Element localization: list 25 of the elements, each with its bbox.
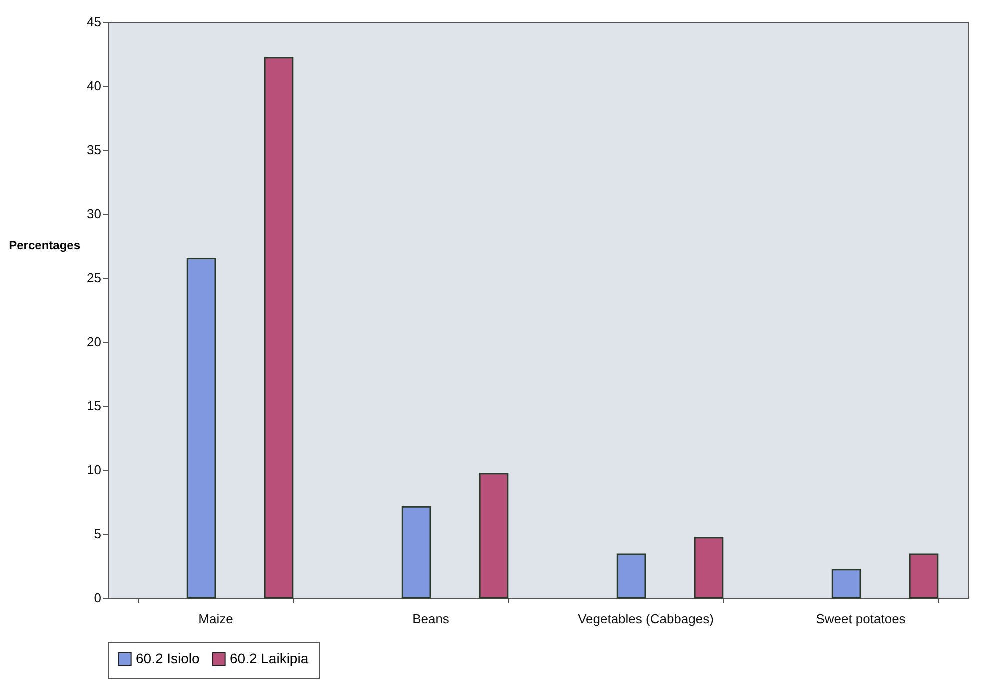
bar bbox=[694, 537, 724, 599]
y-axis-title: Percentages bbox=[9, 238, 81, 252]
y-tick-label: 40 bbox=[87, 78, 102, 94]
y-tick-label: 5 bbox=[94, 526, 102, 542]
legend-label: 60.2 Isiolo bbox=[136, 650, 200, 666]
bar bbox=[616, 554, 646, 599]
x-tick-label: Maize bbox=[198, 612, 234, 626]
legend-label: 60.2 Laikipia bbox=[230, 650, 309, 666]
y-tick-label: 30 bbox=[87, 206, 102, 222]
y-tick-label: 25 bbox=[87, 270, 102, 286]
y-tick-label: 0 bbox=[94, 590, 102, 606]
bar bbox=[264, 57, 294, 599]
x-tick-label: Beans bbox=[412, 612, 450, 626]
x-tick-label: Vegetables (Cabbages) bbox=[578, 612, 714, 626]
y-tick-label: 45 bbox=[87, 14, 102, 30]
y-tick-label: 35 bbox=[87, 142, 102, 158]
y-tick-label: 10 bbox=[87, 462, 102, 478]
bar bbox=[479, 473, 509, 599]
y-tick-label: 15 bbox=[87, 398, 102, 414]
bar bbox=[832, 569, 862, 599]
bar bbox=[909, 554, 939, 599]
y-tick-label: 20 bbox=[87, 334, 102, 350]
bar bbox=[186, 258, 216, 599]
x-tick-label: Sweet potatoes bbox=[816, 612, 906, 626]
bar bbox=[402, 506, 432, 599]
